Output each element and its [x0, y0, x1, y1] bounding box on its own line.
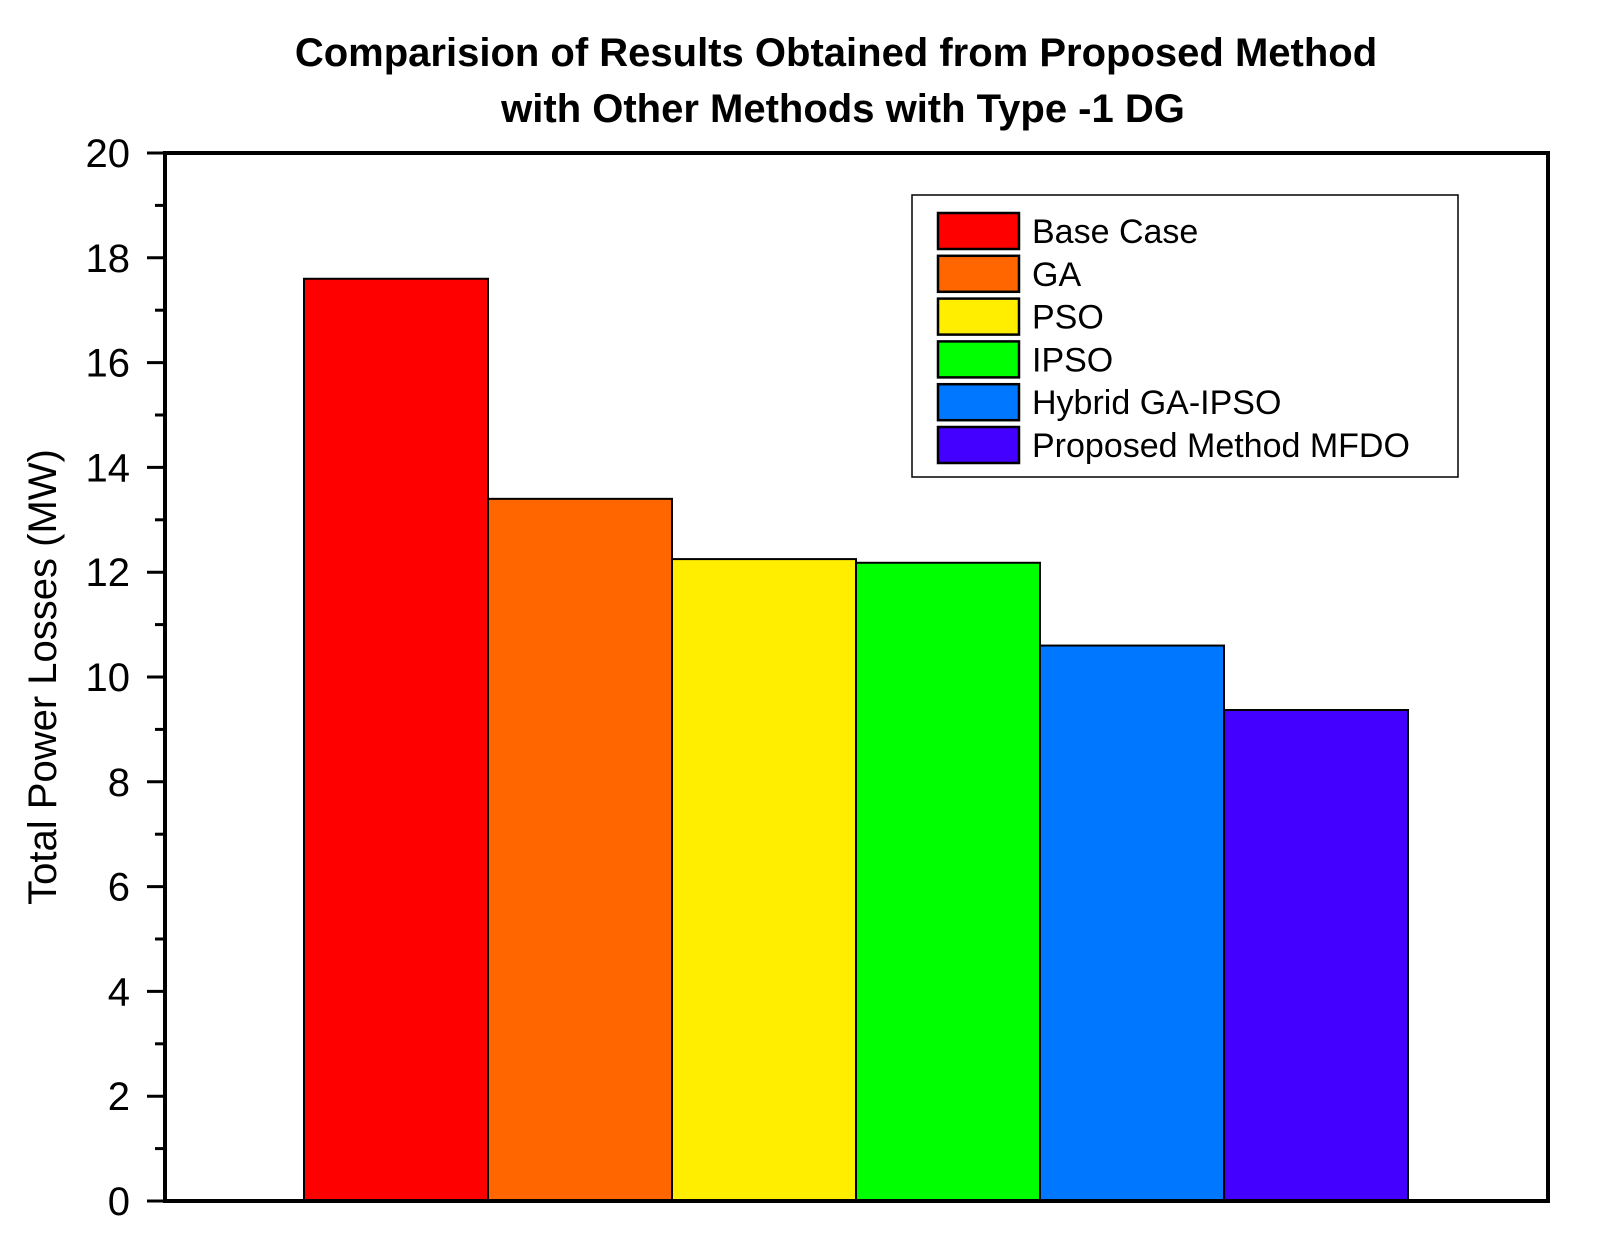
- chart-title-line-1: Comparision of Results Obtained from Pro…: [295, 31, 1377, 75]
- y-tick-label: 18: [86, 237, 131, 281]
- legend-swatch: [936, 211, 1021, 251]
- bar-proposed-method-mfdo: [1223, 709, 1409, 1203]
- legend-swatch: [936, 340, 1021, 379]
- legend-swatch: [936, 297, 1021, 336]
- chart-title-line-2: with Other Methods with Type -1 DG: [500, 87, 1185, 131]
- legend: Base Case GA PSO IPSO Hybrid GA-IPSO Proposed…: [911, 194, 1459, 478]
- legend-swatch: [936, 382, 1021, 422]
- legend-label: PSO: [1032, 299, 1104, 337]
- legend-label: IPSO: [1032, 341, 1113, 379]
- bar-base-case: [303, 277, 489, 1202]
- y-tick-label: 12: [86, 551, 131, 595]
- legend-label: Hybrid GA-IPSO: [1032, 384, 1281, 422]
- legend-label: Base Case: [1032, 213, 1198, 251]
- y-tick-label: 0: [108, 1180, 130, 1224]
- y-axis-label: Total Power Losses (MW): [21, 449, 65, 905]
- legend-label: Proposed Method MFDO: [1032, 427, 1410, 465]
- y-tick-label: 8: [108, 761, 130, 805]
- bar-ipso: [855, 561, 1041, 1202]
- y-tick-label: 16: [86, 342, 131, 386]
- y-tick-label: 10: [86, 656, 131, 700]
- bar-ga: [487, 497, 673, 1202]
- y-tick-label: 6: [108, 866, 130, 910]
- legend-label: GA: [1032, 256, 1081, 294]
- y-tick-label: 20: [86, 132, 131, 176]
- bar-hybrid-ga-ipso: [1039, 644, 1225, 1202]
- legend-swatch: [936, 254, 1021, 294]
- legend-swatch: [936, 425, 1021, 465]
- bar-pso: [671, 558, 857, 1202]
- plot-frame: [163, 151, 1550, 1203]
- y-tick-label: 4: [108, 970, 130, 1014]
- y-tick-label: 2: [108, 1075, 130, 1119]
- y-tick-label: 14: [86, 446, 131, 490]
